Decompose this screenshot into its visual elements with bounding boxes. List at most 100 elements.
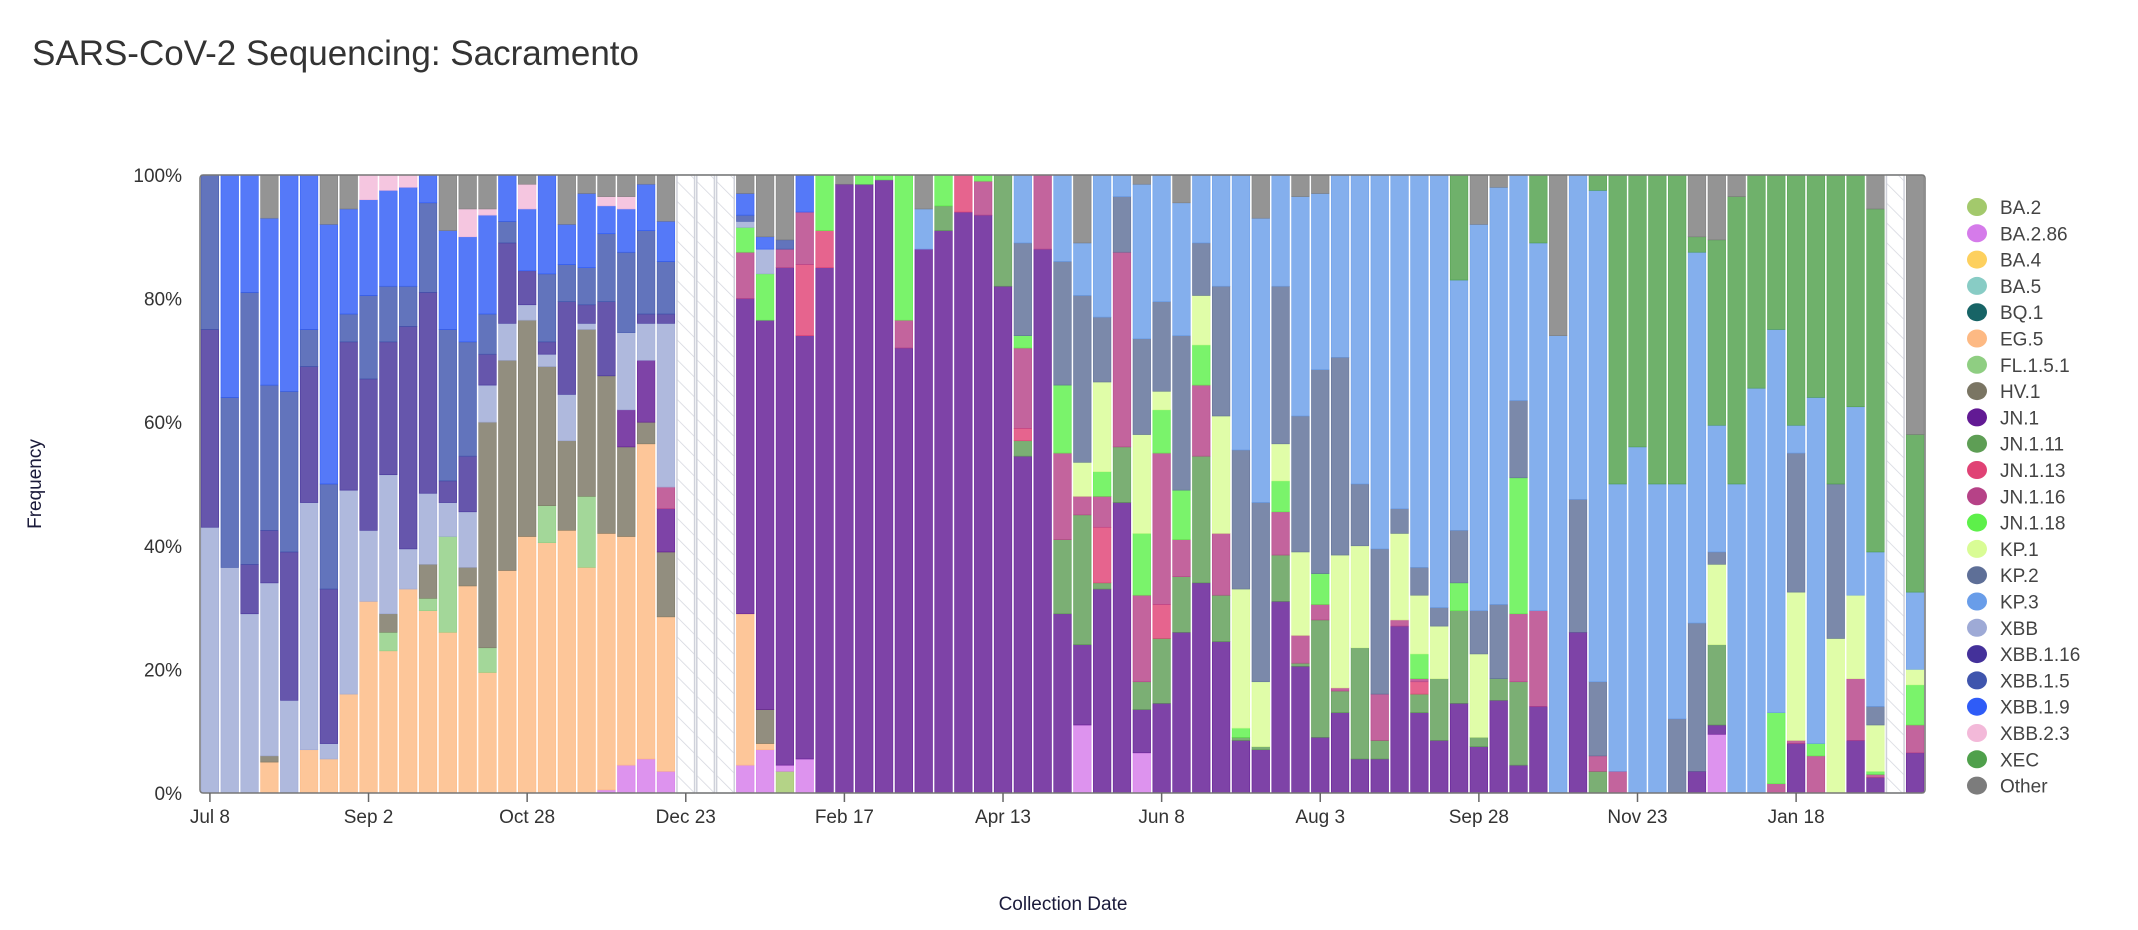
segment-other[interactable] — [1905, 174, 1925, 435]
segment-jn-1-11[interactable] — [1449, 610, 1469, 704]
segment-xbb[interactable] — [359, 530, 378, 602]
segment-eg-5[interactable] — [379, 650, 398, 794]
segment-jn-1-11[interactable] — [934, 205, 953, 231]
segment-kp-2[interactable] — [1687, 622, 1707, 772]
segment-xec[interactable] — [1846, 174, 1865, 408]
segment-jn-1-16[interactable] — [1033, 174, 1052, 250]
segment-jn-1[interactable] — [993, 285, 1013, 794]
segment-kp-2[interactable] — [1231, 449, 1251, 590]
segment-xbb-1-16[interactable] — [299, 366, 319, 503]
segment-kp-2[interactable] — [1370, 548, 1389, 695]
segment-kp-2[interactable] — [1568, 499, 1588, 633]
legend-item-xbb-1-16[interactable]: XBB.1.16 — [1967, 645, 2080, 666]
segment-eg-5[interactable] — [537, 542, 557, 794]
segment-jn-1-16[interactable] — [1053, 452, 1072, 540]
segment-jn-1[interactable] — [656, 508, 676, 553]
segment-hv-1[interactable] — [577, 329, 596, 497]
segment-jn-1-11[interactable] — [1509, 681, 1528, 766]
segment-xbb-1-16[interactable] — [319, 588, 338, 744]
segment-xec[interactable] — [1707, 239, 1726, 426]
segment-kp-3[interactable] — [1231, 174, 1251, 451]
segment-jn-1[interactable] — [1787, 743, 1806, 794]
segment-kp-3[interactable] — [1192, 174, 1211, 244]
segment-kp-2[interactable] — [1489, 604, 1508, 679]
segment-kp-1[interactable] — [1905, 669, 1925, 686]
segment-xbb-2-3[interactable] — [617, 196, 636, 210]
segment-ba-2-86[interactable] — [656, 771, 676, 794]
segment-xec[interactable] — [1449, 174, 1469, 281]
segment-xec[interactable] — [1905, 434, 1925, 593]
legend-item-kp-1[interactable]: KP.1 — [1967, 539, 2039, 561]
legend-item-ba-4[interactable]: BA.4 — [1967, 250, 2042, 272]
segment-kp-2[interactable] — [1668, 718, 1687, 794]
segment-jn-1-16[interactable] — [1529, 610, 1548, 707]
segment-hv-1[interactable] — [518, 319, 537, 537]
segment-kp-2[interactable] — [1192, 242, 1211, 296]
segment-eg-5[interactable] — [518, 536, 537, 794]
segment-kp-3[interactable] — [1430, 174, 1449, 608]
segment-jn-1[interactable] — [1291, 666, 1310, 794]
segment-xbb-1-5[interactable] — [438, 329, 457, 482]
segment-jn-1[interactable] — [1410, 712, 1429, 794]
segment-jn-1-18[interactable] — [1509, 477, 1528, 615]
legend-item-xbb-2-3[interactable]: XBB.2.3 — [1967, 724, 2070, 745]
segment-other[interactable] — [1132, 174, 1151, 185]
segment-jn-1-16[interactable] — [1311, 604, 1330, 621]
segment-eg-5[interactable] — [299, 749, 319, 794]
segment-xbb-1-16[interactable] — [458, 455, 477, 513]
segment-xec[interactable] — [1826, 174, 1845, 485]
segment-xbb-1-5[interactable] — [220, 397, 239, 568]
segment-eg-5[interactable] — [557, 530, 576, 794]
segment-jn-1[interactable] — [1053, 613, 1072, 794]
legend-item-kp-3[interactable]: KP.3 — [1967, 592, 2039, 614]
segment-jn-1-16[interactable] — [1866, 774, 1885, 778]
segment-other[interactable] — [637, 174, 656, 185]
segment-kp-3[interactable] — [1053, 174, 1072, 262]
segment-jn-1-18[interactable] — [1806, 743, 1826, 757]
legend-item-jn-1-18[interactable]: JN.1.18 — [1967, 513, 2065, 535]
segment-jn-1-13[interactable] — [1410, 681, 1429, 695]
segment-kp-3[interactable] — [1330, 174, 1350, 358]
segment-kp-3[interactable] — [1291, 196, 1310, 417]
segment-xbb[interactable] — [577, 323, 596, 330]
segment-xbb-1-16[interactable] — [597, 301, 616, 377]
segment-xec[interactable] — [1608, 174, 1627, 485]
segment-jn-1-11[interactable] — [1430, 678, 1449, 741]
segment-kp-2[interactable] — [1212, 285, 1231, 417]
segment-eg-5[interactable] — [399, 588, 418, 794]
segment-jn-1-11[interactable] — [1271, 554, 1290, 602]
segment-kp-3[interactable] — [1152, 174, 1171, 302]
segment-kp-3[interactable] — [1707, 424, 1726, 553]
segment-kp-3[interactable] — [1489, 187, 1508, 605]
segment-jn-1-11[interactable] — [1112, 446, 1132, 503]
segment-xbb[interactable] — [478, 384, 497, 423]
segment-eg-5[interactable] — [260, 761, 279, 794]
segment-eg-5[interactable] — [617, 536, 636, 766]
segment-kp-3[interactable] — [1806, 397, 1826, 744]
segment-jn-1-16[interactable] — [1846, 678, 1865, 741]
segment-jn-1-11[interactable] — [1350, 647, 1370, 760]
segment-kp-3[interactable] — [1747, 387, 1766, 794]
segment-other[interactable] — [1172, 174, 1191, 204]
segment-hv-1[interactable] — [379, 613, 398, 633]
segment-xbb-1-5[interactable] — [478, 313, 497, 355]
segment-xbb-1-5[interactable] — [577, 267, 596, 306]
segment-xbb-1-16[interactable] — [339, 341, 358, 491]
segment-xbb-1-5[interactable] — [319, 483, 338, 590]
segment-kp-3[interactable] — [1390, 174, 1409, 510]
segment-ba-2-86[interactable] — [617, 764, 636, 794]
segment-hv-1[interactable] — [458, 567, 477, 587]
segment-kp-3[interactable] — [1628, 446, 1647, 794]
segment-xbb-1-16[interactable] — [418, 292, 438, 494]
segment-xbb-1-16[interactable] — [379, 341, 398, 476]
segment-jn-1-18[interactable] — [974, 174, 993, 182]
segment-other[interactable] — [478, 174, 497, 210]
segment-other[interactable] — [577, 174, 596, 194]
segment-ba-2-86[interactable] — [755, 749, 775, 794]
segment-jn-1-18[interactable] — [736, 227, 755, 253]
segment-xbb-1-5[interactable] — [359, 295, 378, 380]
segment-kp-3[interactable] — [1787, 424, 1806, 454]
segment-other[interactable] — [755, 174, 775, 238]
segment-kp-3[interactable] — [1350, 174, 1370, 485]
segment-jn-1-16[interactable] — [1291, 635, 1310, 664]
